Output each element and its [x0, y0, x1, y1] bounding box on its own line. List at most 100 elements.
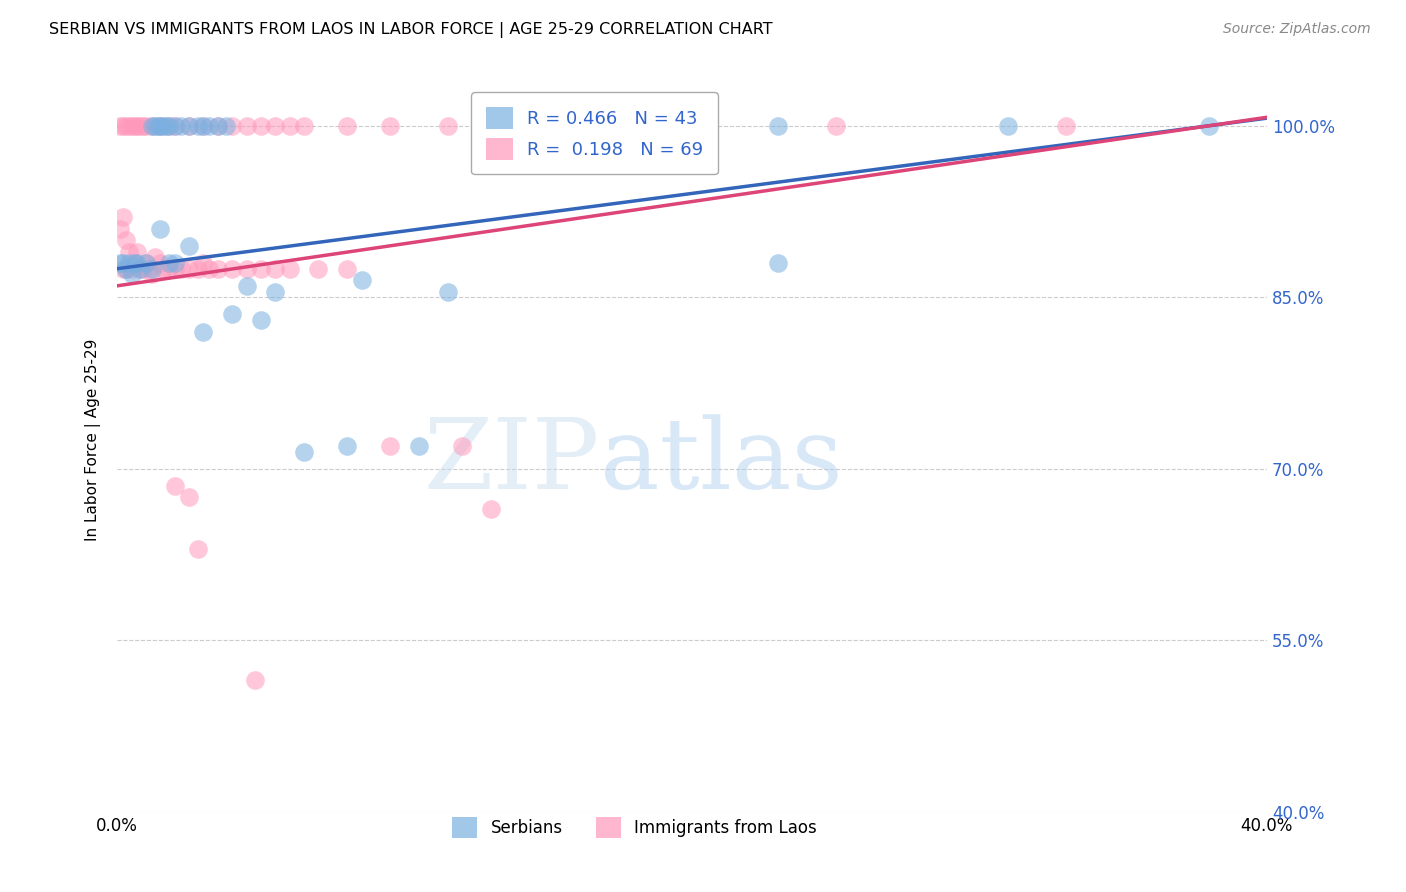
Point [193, 119, 215, 133]
Point [111, 261, 134, 276]
Point [207, 119, 229, 133]
Point [141, 268, 163, 282]
Point [250, 313, 273, 327]
Point [118, 256, 141, 270]
Point [193, 325, 215, 339]
Point [380, 439, 402, 453]
Point [179, 119, 201, 133]
Point [997, 119, 1019, 133]
Text: atlas: atlas [600, 415, 842, 510]
Point [336, 261, 359, 276]
Point [127, 244, 149, 259]
Point [193, 119, 215, 133]
Text: ZIP: ZIP [423, 415, 600, 510]
Point [221, 261, 243, 276]
Point [207, 261, 229, 276]
Point [108, 221, 131, 235]
Point [149, 119, 172, 133]
Point [157, 261, 180, 276]
Point [141, 119, 163, 133]
Point [115, 233, 138, 247]
Point [129, 261, 152, 276]
Point [118, 244, 141, 259]
Point [307, 261, 329, 276]
Point [149, 221, 172, 235]
Point [132, 261, 155, 276]
Point [157, 119, 180, 133]
Point [163, 119, 186, 133]
Point [124, 119, 146, 133]
Point [135, 256, 157, 270]
Point [451, 439, 474, 453]
Point [141, 119, 163, 133]
Point [141, 261, 163, 276]
Point [537, 119, 560, 133]
Point [155, 119, 177, 133]
Point [479, 501, 502, 516]
Point [278, 261, 301, 276]
Point [146, 119, 169, 133]
Point [250, 119, 273, 133]
Point [221, 119, 243, 133]
Point [121, 261, 143, 276]
Point [408, 439, 430, 453]
Point [118, 119, 141, 133]
Point [121, 268, 143, 282]
Legend: Serbians, Immigrants from Laos: Serbians, Immigrants from Laos [446, 811, 824, 845]
Point [768, 256, 790, 270]
Point [1198, 119, 1220, 133]
Point [143, 119, 166, 133]
Point [179, 491, 201, 505]
Point [124, 256, 146, 270]
Point [198, 119, 221, 133]
Point [157, 256, 180, 270]
Point [152, 119, 174, 133]
Point [169, 261, 191, 276]
Point [169, 119, 191, 133]
Point [163, 119, 186, 133]
Point [149, 256, 172, 270]
Point [163, 256, 186, 270]
Point [157, 119, 180, 133]
Point [595, 119, 617, 133]
Point [138, 261, 160, 276]
Point [143, 250, 166, 264]
Point [111, 119, 134, 133]
Point [135, 256, 157, 270]
Point [292, 444, 315, 458]
Point [264, 261, 287, 276]
Point [115, 261, 138, 276]
Point [350, 273, 373, 287]
Point [278, 119, 301, 133]
Point [198, 261, 221, 276]
Point [163, 261, 186, 276]
Point [179, 119, 201, 133]
Point [436, 119, 458, 133]
Point [152, 261, 174, 276]
Point [207, 119, 229, 133]
Point [436, 285, 458, 299]
Point [124, 256, 146, 270]
Point [108, 256, 131, 270]
Point [179, 239, 201, 253]
Point [115, 261, 138, 276]
Point [127, 256, 149, 270]
Y-axis label: In Labor Force | Age 25-29: In Labor Force | Age 25-29 [86, 339, 101, 541]
Point [108, 119, 131, 133]
Point [380, 119, 402, 133]
Point [111, 256, 134, 270]
Point [221, 307, 243, 321]
Text: SERBIAN VS IMMIGRANTS FROM LAOS IN LABOR FORCE | AGE 25-29 CORRELATION CHART: SERBIAN VS IMMIGRANTS FROM LAOS IN LABOR… [49, 22, 773, 38]
Point [235, 261, 257, 276]
Point [824, 119, 846, 133]
Point [187, 541, 209, 556]
Point [187, 119, 209, 133]
Point [121, 119, 143, 133]
Point [235, 278, 257, 293]
Point [135, 119, 157, 133]
Point [129, 119, 152, 133]
Point [235, 119, 257, 133]
Point [187, 261, 209, 276]
Point [129, 261, 152, 276]
Point [250, 261, 273, 276]
